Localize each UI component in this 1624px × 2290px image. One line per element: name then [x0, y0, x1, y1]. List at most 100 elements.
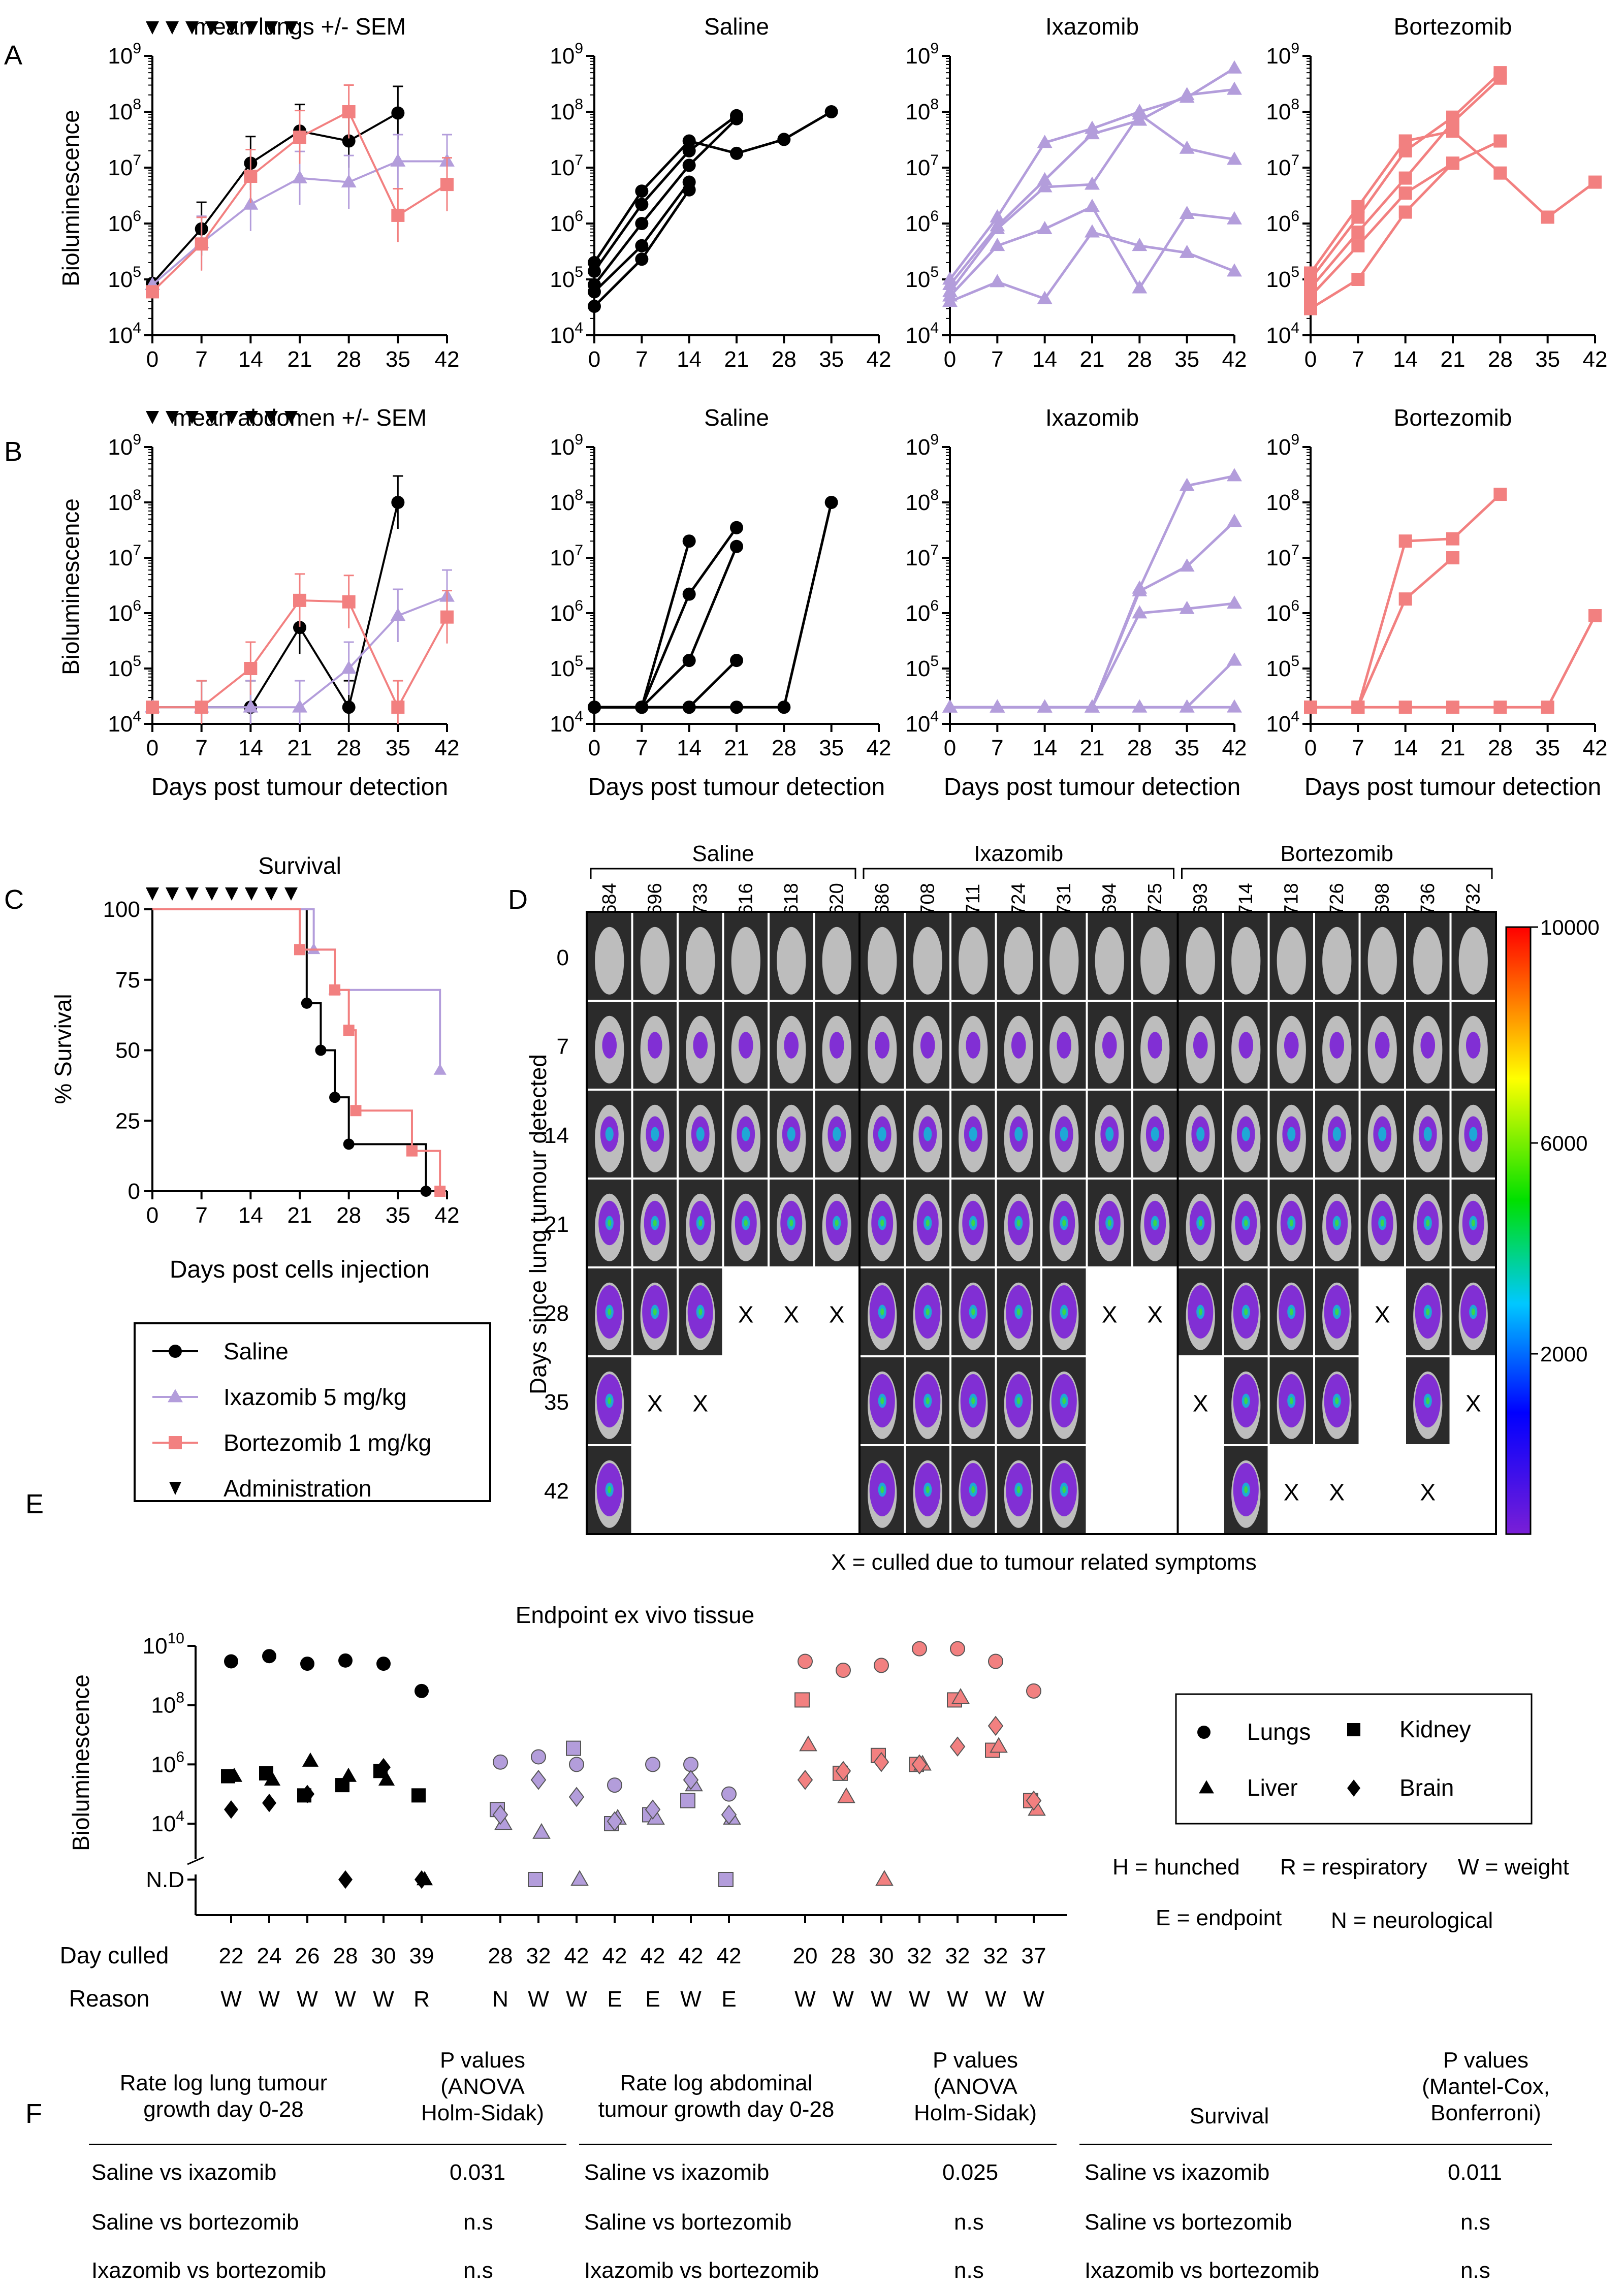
signal-hot [1062, 1219, 1066, 1227]
x-tick-label: 35 [819, 736, 844, 760]
data-point-i1 [1037, 135, 1053, 148]
y-tick-label: 105 [905, 653, 939, 681]
culled-mark: X [1420, 1479, 1436, 1506]
y-tick-label: 107 [905, 152, 939, 180]
x-tick-label: 28 [1127, 736, 1152, 760]
y-tick-label: 106 [108, 597, 141, 626]
x-tick-label: 42 [1583, 736, 1608, 760]
y-tick-label: 105 [1266, 653, 1299, 681]
data-point-b1 [1588, 175, 1602, 189]
x-tick-label: 28 [1488, 347, 1513, 372]
data-point-s4 [588, 285, 601, 299]
mouse-id: 732 [1462, 883, 1484, 915]
y-tick-label: 105 [550, 264, 583, 292]
mouse-body [686, 927, 715, 995]
signal-blob [1011, 1032, 1026, 1059]
series-line-i1 [950, 474, 1235, 709]
y-tick-label: 50 [115, 1038, 140, 1063]
tissue-point-brain [683, 1769, 699, 1790]
chart-A-mean: mean lungs +/- SEM 104 105 106 107 108 109 0 7 14… [108, 13, 459, 372]
table-col3-p-head: P values (Mantel-Cox, Bonferroni) [1422, 2048, 1550, 2125]
x-tick-label: 28 [1127, 347, 1152, 372]
table-row-1-p1: 0.031 [450, 2160, 506, 2185]
x-tick-label: 35 [1174, 347, 1199, 372]
x-tick-label: 42 [435, 347, 460, 372]
day-culled-label: 42 [717, 1944, 742, 1968]
survival-line-Bortezomib [152, 908, 442, 1192]
data-point-i5 [1132, 238, 1148, 251]
survival-legend: Saline Ixazomib 5 mg/kg Bortezomib 1 mg/kg… [134, 1322, 491, 1502]
colorbar-label: 2000 [1540, 1342, 1587, 1366]
culled-note: X = culled due to tumour related symptom… [831, 1550, 1257, 1575]
mouse-body [1367, 927, 1397, 995]
y-tick-label: 105 [1266, 264, 1299, 292]
reason-label: W [947, 1987, 968, 2012]
code-endpoint: E = endpoint [1156, 1905, 1282, 1930]
panel-letter-d: D [508, 884, 528, 915]
y-tick-label: 108 [108, 96, 141, 124]
y-tick-label: 106 [550, 597, 583, 626]
data-point-i5 [1037, 699, 1053, 713]
administration-marker [265, 887, 278, 901]
signal-blob [1466, 1032, 1481, 1059]
data-point-i1 [1227, 60, 1242, 74]
table-col1-head: Rate log lung tumour growth day 0-28 [119, 2071, 328, 2122]
reason-label: N [492, 1987, 508, 2012]
data-point-i3 [1179, 600, 1195, 614]
y-tick-label: 0 [128, 1179, 140, 1204]
x-tick-label: 28 [336, 1203, 361, 1228]
tissue-point-kidney [794, 1692, 810, 1708]
signal-hot [698, 1219, 703, 1227]
x-tick-label: 14 [1032, 347, 1057, 372]
culled-mark: X [1375, 1301, 1390, 1328]
table-row-2-c3: Saline vs bortezomib [1085, 2210, 1292, 2235]
y-tick-label: 107 [108, 152, 141, 180]
tissue-point-lungs [376, 1657, 391, 1671]
reason-label: W [985, 1987, 1006, 2012]
signal-hot [1244, 1219, 1248, 1227]
signal-hot [1335, 1219, 1339, 1227]
y-tick-label: 107 [905, 542, 939, 570]
table-rule-2 [579, 2144, 1057, 2145]
legend-marker [1347, 1779, 1360, 1797]
data-point-i5 [1085, 699, 1100, 713]
signal-core [1151, 1127, 1159, 1141]
reason-label: W [220, 1987, 242, 2012]
data-point-i3 [1085, 176, 1100, 190]
signal-core [787, 1127, 795, 1141]
y-tick-label: 107 [108, 542, 141, 570]
tissue-point-brain [873, 1752, 889, 1772]
tissue-point-lungs [798, 1653, 813, 1669]
y-tick-label: 108 [1266, 96, 1299, 124]
signal-core [742, 1127, 750, 1141]
administration-marker [205, 887, 218, 901]
series-line-b2 [1311, 557, 1454, 709]
administration-marker [284, 411, 298, 424]
series-line-b5 [1310, 162, 1454, 310]
tissue-point-brain [1026, 1790, 1042, 1811]
y-tick-label: 105 [108, 264, 141, 292]
day-culled-label: 22 [219, 1944, 244, 1968]
tissue-point-brain [607, 1811, 623, 1832]
data-point-s3 [635, 217, 649, 230]
data-point-s1 [777, 133, 791, 146]
data-point-b3 [1398, 171, 1412, 185]
signal-hot [1335, 1308, 1339, 1316]
y-tick-label: 107 [550, 542, 583, 570]
tissue-legend: Lungs Kidney Liver Brain [1175, 1693, 1533, 1825]
y-tick-label: 109 [550, 40, 583, 69]
culled-mark: X [738, 1301, 754, 1328]
tissue-point-lungs [224, 1654, 238, 1669]
chart-B-ixazomib: Ixazomib 104 105 106 107 108 109 0 7 14 21 28 35 42 Da… [905, 404, 1247, 801]
signal-hot [1153, 1219, 1157, 1227]
chart-A-ixazomib: Ixazomib 104 105 106 107 108 109 0 7 14 21 28 35 42 [905, 13, 1247, 372]
x-tick-label: 7 [991, 736, 1003, 760]
tissue-point-lungs [988, 1653, 1003, 1669]
x-tick-label: 14 [677, 347, 702, 372]
data-point-i2 [1132, 583, 1148, 597]
data-point-i3 [1037, 179, 1053, 193]
y-tick-label: 104 [1266, 320, 1299, 348]
chart-title: Bortezomib [1394, 404, 1512, 431]
